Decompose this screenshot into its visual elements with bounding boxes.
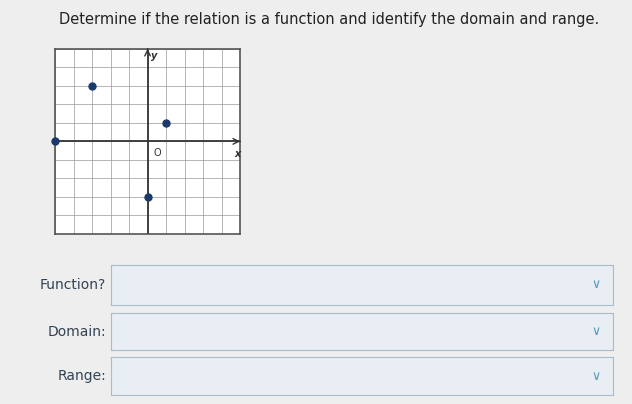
- Text: ∨: ∨: [592, 278, 600, 292]
- Text: Determine if the relation is a function and identify the domain and range.: Determine if the relation is a function …: [59, 12, 599, 27]
- Text: O: O: [153, 148, 161, 158]
- Text: Domain:: Domain:: [47, 324, 106, 339]
- Point: [161, 120, 171, 126]
- Text: x: x: [234, 149, 241, 159]
- Text: Function?: Function?: [40, 278, 106, 292]
- Text: ∨: ∨: [592, 325, 600, 338]
- Text: ∨: ∨: [592, 370, 600, 383]
- Text: Range:: Range:: [58, 369, 106, 383]
- Point: [50, 138, 60, 145]
- Point: [143, 194, 153, 200]
- Text: y: y: [151, 50, 157, 61]
- Point: [87, 82, 97, 89]
